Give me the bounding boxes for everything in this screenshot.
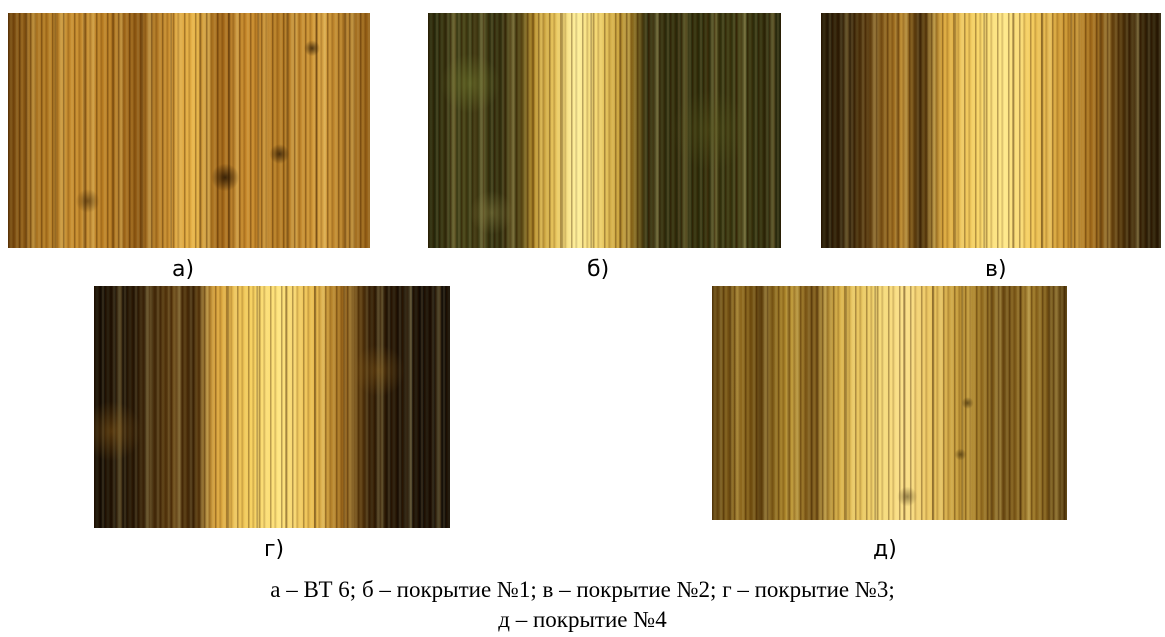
label-g: г) [264, 537, 285, 562]
label-a: а) [172, 257, 195, 282]
micrograph-g [94, 286, 450, 528]
label-b: б) [587, 257, 610, 282]
micrograph-b [428, 13, 781, 248]
micrograph-a [8, 13, 370, 248]
label-d: д) [873, 537, 897, 562]
figure-caption-line-1: а – ВТ 6; б – покрытие №1; в – покрытие … [270, 577, 895, 602]
micrograph-v [821, 13, 1161, 248]
label-v: в) [985, 257, 1007, 282]
figure-caption-line-2: д – покрытие №4 [498, 607, 667, 632]
micrograph-d [712, 286, 1067, 520]
